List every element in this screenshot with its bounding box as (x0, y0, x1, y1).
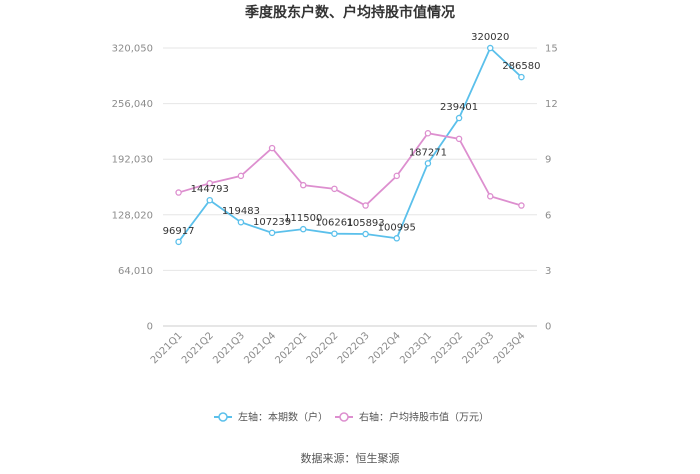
x-tick-label: 2023Q4 (492, 330, 528, 366)
left-tick-label: 192,030 (112, 155, 153, 166)
right-tick-label: 3 (545, 266, 551, 277)
chart-title: 季度股东户数、户均持股市值情况 (244, 4, 455, 21)
right-tick-label: 0 (545, 322, 551, 333)
point-households (424, 160, 432, 167)
left-tick-label: 64,010 (118, 266, 153, 277)
point-avg-holding (237, 172, 245, 180)
data-label: 107239 (253, 217, 291, 228)
point-avg-holding (362, 202, 369, 209)
point-households (175, 238, 182, 246)
point-avg-holding (393, 172, 400, 180)
point-households (268, 229, 276, 237)
data-labels: 96917 144793 11948310723911150010626110589… (163, 32, 541, 237)
data-label: 187271 (409, 147, 447, 158)
data-label: 100995 (378, 222, 416, 233)
legend-marker-avg-holding (339, 412, 349, 422)
point-households (299, 225, 307, 233)
data-label: 320020 (471, 32, 509, 43)
legend-label-households: 左轴：本期数（户） (238, 411, 328, 424)
point-avg-holding (424, 130, 432, 137)
point-avg-holding (455, 135, 463, 143)
point-avg-holding (268, 144, 276, 152)
data-label: 105893 (346, 218, 384, 229)
x-tick-label: 2022Q4 (367, 330, 403, 366)
data-label: 239401 (440, 102, 478, 113)
x-tick-label: 2022Q3 (336, 330, 372, 366)
left-tick-label: 128,020 (112, 210, 153, 221)
point-avg-holding (175, 189, 182, 196)
right-tick-label: 9 (545, 155, 551, 166)
data-label: 96917 (163, 226, 195, 237)
legend-item-households[interactable]: 左轴：本期数（户） (214, 411, 328, 424)
point-avg-holding (299, 181, 307, 189)
right-axis-ticks: 0 3 6 9 12 15 (545, 44, 558, 333)
point-avg-holding (331, 185, 338, 193)
point-households (206, 196, 213, 204)
series-line-households (177, 46, 523, 243)
point-avg-holding (518, 202, 525, 209)
right-tick-label: 15 (545, 44, 558, 55)
left-axis-ticks: 0 64,010 128,020 192,030 256,040 320,050 (112, 44, 153, 333)
legend-item-avg-holding[interactable]: 右轴：户均持股市值（万元） (335, 411, 489, 424)
point-households (455, 114, 463, 122)
point-households (486, 44, 494, 52)
data-label: 119483 (222, 206, 260, 217)
x-tick-label: 2022Q2 (305, 330, 341, 366)
x-tick-label: 2021Q4 (242, 330, 278, 366)
legend-marker-households (218, 412, 228, 422)
x-tick-label: 2021Q2 (180, 330, 216, 366)
x-axis-ticks: 2021Q12021Q22021Q32021Q42022Q12022Q22022… (149, 330, 528, 366)
right-tick-label: 6 (545, 210, 551, 221)
data-label: 144793 (191, 184, 229, 195)
point-households (518, 73, 525, 81)
legend-label-avg-holding: 右轴：户均持股市值（万元） (359, 411, 489, 424)
x-tick-label: 2021Q3 (211, 330, 247, 366)
point-households (237, 218, 245, 226)
point-households (393, 235, 400, 242)
point-avg-holding (206, 180, 213, 187)
point-households (362, 230, 369, 238)
right-tick-label: 12 (545, 99, 558, 110)
x-tick-label: 2023Q2 (429, 330, 465, 366)
left-tick-label: 320,050 (112, 44, 153, 55)
series-line-avg-holding (178, 132, 522, 207)
data-label: 111500 (284, 213, 322, 224)
left-tick-label: 256,040 (112, 99, 153, 110)
x-tick-label: 2022Q1 (274, 330, 310, 366)
point-avg-holding (486, 193, 494, 200)
legend: 左轴：本期数（户） 右轴：户均持股市值（万元） (214, 411, 489, 424)
x-tick-label: 2023Q3 (461, 330, 497, 366)
grid-lines (163, 47, 537, 327)
x-tick-label: 2021Q1 (149, 330, 185, 366)
point-households (331, 230, 338, 237)
data-label: 286580 (502, 61, 540, 72)
left-tick-label: 0 (147, 322, 153, 333)
data-source: 数据来源：恒生聚源 (301, 451, 400, 465)
data-label: 106261 (315, 218, 353, 229)
x-tick-label: 2023Q1 (398, 330, 434, 366)
series-layer (175, 44, 525, 246)
